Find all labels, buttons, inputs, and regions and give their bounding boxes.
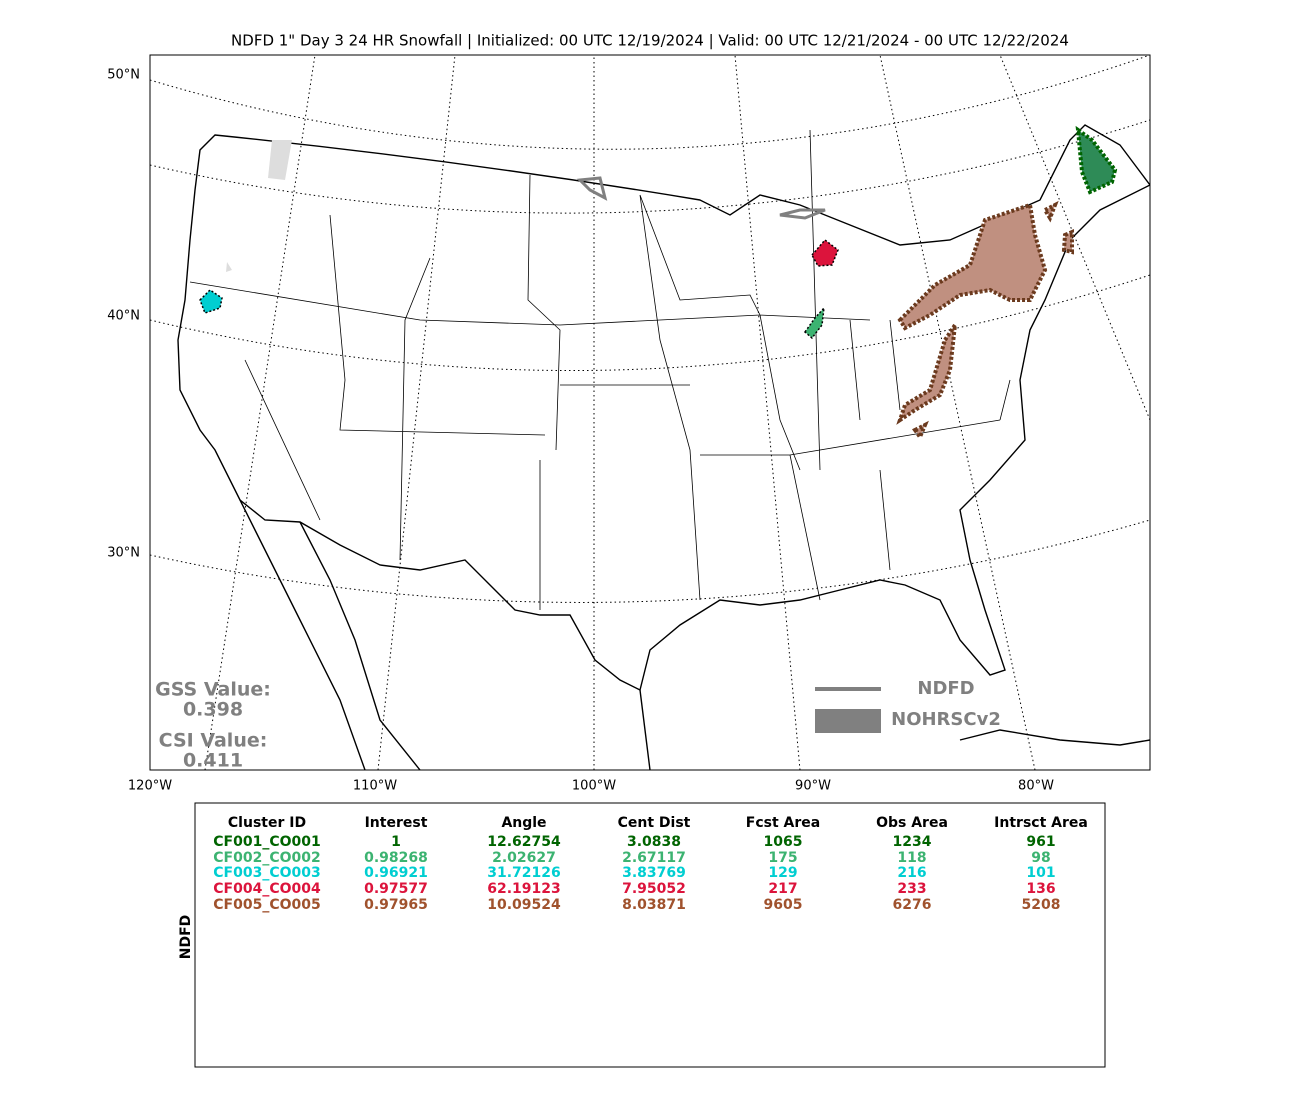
map-title: NDFD 1" Day 3 24 HR Snowfall | Initializ… [231, 32, 1069, 50]
table-cell: CF002_CO002 [213, 850, 320, 866]
table-cell: 0.98268 [364, 850, 428, 866]
table-cell: 0.96921 [364, 865, 428, 881]
table-cell: 9605 [764, 897, 803, 913]
table-cell: 62.19123 [487, 881, 561, 897]
table-cell: 5208 [1022, 897, 1061, 913]
table-cell: CF001_CO001 [213, 834, 320, 850]
lon-label: 100°W [572, 779, 616, 794]
map: 50°N 40°N 30°N 120°W 110°W 100°W 90°W 80°W [107, 54, 1151, 794]
state-borders [189, 129, 1011, 610]
table-cell: 8.03871 [622, 897, 686, 913]
table-cell: 129 [768, 865, 797, 881]
table-cell: 1065 [764, 834, 803, 850]
meridian [999, 55, 1150, 421]
parallel [150, 519, 1150, 603]
table-cell: 1234 [893, 834, 932, 850]
table-cell: 31.72126 [487, 865, 561, 881]
table-cell: CF003_CO003 [213, 865, 320, 881]
table-cell: 98 [1031, 850, 1050, 866]
table-cell: 175 [768, 850, 797, 866]
score-value: 0.411 [183, 750, 243, 772]
table-cell: 0.97577 [364, 881, 428, 897]
table-frame [194, 802, 1106, 1068]
table-header: Cent Dist [618, 815, 691, 831]
cluster-area [803, 305, 826, 340]
table-cell: 6276 [893, 897, 932, 913]
legend-patch [815, 709, 881, 733]
parallel [150, 119, 1150, 214]
cluster-area [896, 200, 1074, 442]
table-cell: 2.67117 [622, 850, 686, 866]
table-cell: 216 [897, 865, 926, 881]
obs-snow-area [226, 140, 292, 272]
table-header: Interest [365, 815, 428, 831]
table-cell: CF004_CO004 [213, 881, 321, 897]
score-value: 0.398 [183, 699, 243, 721]
map-frame [149, 54, 1151, 771]
table-header: Obs Area [876, 815, 948, 831]
mexico-coast [239, 499, 1150, 770]
lon-label: 120°W [128, 779, 172, 794]
cluster-area [1075, 125, 1118, 195]
us-outline [177, 124, 1150, 692]
meridian [879, 55, 1036, 770]
legend-label: NOHRSCv2 [891, 709, 1001, 730]
table-cell: 10.09524 [487, 897, 561, 913]
table-cell: 2.02627 [492, 850, 556, 866]
table-header: Angle [501, 815, 546, 831]
table-cell: 7.95052 [622, 881, 686, 897]
score-label: GSS Value: [155, 679, 271, 701]
table-cell: 961 [1026, 834, 1055, 850]
table-header: Cluster ID [228, 815, 306, 831]
parallel [150, 55, 1150, 150]
parallel [150, 274, 1150, 372]
table-cell: 12.62754 [487, 834, 561, 850]
table-side-label: NDFD [178, 915, 194, 960]
table-cell: 101 [1026, 865, 1055, 881]
table-cell: CF005_CO005 [213, 897, 320, 913]
lat-label: 30°N [107, 546, 140, 561]
table-cell: 3.0838 [627, 834, 681, 850]
lat-label: 50°N [107, 68, 140, 83]
table-cell: 217 [768, 881, 797, 897]
table-cell: 233 [897, 881, 926, 897]
table-cell: 3.83769 [622, 865, 686, 881]
lon-label: 90°W [795, 779, 831, 794]
score-label: CSI Value: [159, 730, 268, 752]
lon-label: 110°W [353, 779, 397, 794]
table-cell: 1 [391, 834, 401, 850]
cluster-area [811, 238, 839, 267]
fcst-contour [576, 176, 826, 220]
legend-label: NDFD [917, 678, 974, 699]
lat-label: 40°N [107, 309, 140, 324]
cluster-area [199, 289, 223, 314]
table-header: Intrsct Area [994, 815, 1088, 831]
meridian [377, 55, 456, 770]
table-cell: 0.97965 [364, 897, 428, 913]
table-cell: 136 [1026, 881, 1055, 897]
lon-label: 80°W [1018, 779, 1054, 794]
table-header: Fcst Area [746, 815, 820, 831]
table-cell: 118 [897, 850, 926, 866]
